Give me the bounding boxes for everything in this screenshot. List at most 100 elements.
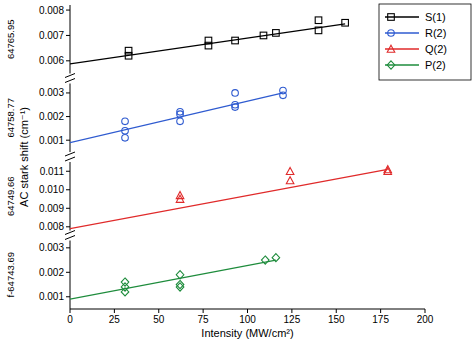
legend-label: R(2)	[425, 27, 446, 39]
x-tick-label: 175	[372, 314, 389, 325]
legend-line	[385, 32, 419, 33]
legend-box	[379, 4, 471, 80]
legend-marker	[388, 14, 395, 21]
data-point	[342, 19, 349, 26]
y-tick-label: 0.010	[39, 184, 64, 195]
y-tick	[66, 10, 70, 11]
data-point	[286, 177, 294, 184]
y-tick	[66, 189, 70, 190]
plot-area	[70, 166, 392, 229]
data-point	[260, 32, 267, 39]
legend-line	[385, 64, 419, 65]
y-tick-label: 0.008	[39, 221, 64, 232]
data-point	[177, 111, 184, 118]
y-tick-label: 0.011	[40, 166, 65, 177]
y-tick-label: 0.003	[39, 87, 64, 98]
legend-marker	[388, 30, 395, 37]
plot-area	[70, 17, 348, 64]
data-point	[205, 42, 212, 49]
y-tick-label: 0.009	[39, 203, 64, 214]
y-tick-label: 0.002	[39, 111, 64, 122]
legend-line	[385, 16, 419, 17]
x-tick	[70, 309, 71, 313]
x-tick	[203, 309, 204, 313]
data-point	[176, 271, 184, 279]
plot-area	[70, 254, 280, 300]
axis-break	[65, 236, 75, 240]
y-tick	[66, 35, 70, 36]
fit-line	[70, 24, 345, 64]
data-point	[121, 288, 129, 296]
axis-break	[65, 74, 75, 78]
x-tick-label: 100	[239, 314, 256, 325]
y-tick-label: 0.008	[39, 5, 64, 16]
data-point	[261, 256, 269, 264]
data-point	[384, 167, 392, 174]
x-tick	[425, 309, 426, 313]
y-tick	[66, 208, 70, 209]
y-tick-label: 0.006	[39, 55, 64, 66]
axis-offset-label: 64758.77	[5, 98, 16, 138]
data-point	[232, 37, 239, 44]
data-point	[122, 127, 129, 134]
x-tick-label: 200	[417, 314, 434, 325]
data-point	[122, 135, 129, 142]
fit-line	[70, 93, 283, 143]
legend-label: Q(2)	[425, 43, 447, 55]
y-tick	[66, 140, 70, 141]
x-tick	[247, 309, 248, 313]
x-tick-label: 50	[153, 314, 165, 325]
axis-offset-label: 64765.95	[5, 19, 16, 59]
x-tick-label: 150	[328, 314, 345, 325]
y-tick	[66, 92, 70, 93]
axis-break	[65, 231, 75, 235]
y-axis	[70, 162, 71, 231]
panel: 0.008 0.009 0.010 0.011 64749.66	[5, 162, 392, 240]
data-point	[176, 283, 184, 291]
data-point	[315, 27, 322, 34]
y-tick-label: 0.001	[39, 291, 64, 302]
panel: 0.001 0.002 0.003 64758.77	[5, 84, 287, 162]
axis-break	[65, 79, 75, 83]
x-tick	[336, 309, 337, 313]
x-tick-label: 125	[284, 314, 301, 325]
x-tick	[380, 309, 381, 313]
y-axis-label: AC stark shift (cm⁻¹)	[18, 107, 30, 207]
legend-marker	[387, 45, 395, 52]
y-axis	[70, 84, 71, 153]
y-tick-label: 0.002	[39, 267, 64, 278]
y-tick-label: 0.001	[39, 135, 64, 146]
axis-offset-label: 64749.66	[5, 176, 16, 216]
legend-marker	[387, 61, 395, 69]
axis-offset-label: f-64743.69	[5, 252, 16, 297]
y-tick-label: 0.007	[39, 30, 64, 41]
data-point	[272, 254, 280, 262]
panel: 0.006 0.007 0.008 64765.95	[5, 5, 349, 83]
panel: 0.0010.0020.0030255075100125150175200f-6…	[5, 241, 434, 326]
y-tick	[66, 171, 70, 172]
legend-label: P(2)	[425, 59, 446, 71]
fit-line	[70, 260, 276, 299]
legend-line	[385, 48, 419, 49]
data-point	[315, 17, 322, 24]
y-tick	[66, 60, 70, 61]
y-tick-label: 0.003	[39, 242, 64, 253]
data-point	[286, 167, 294, 174]
x-tick-label: 0	[67, 314, 73, 325]
x-tick-label: 25	[109, 314, 121, 325]
x-tick	[158, 309, 159, 313]
plot-area	[70, 87, 286, 142]
legend-label: S(1)	[425, 11, 446, 23]
data-point	[122, 118, 129, 125]
data-point	[232, 104, 239, 111]
chart: 0.006 0.007 0.008 64765.95 0.001 0.002 0.003 64…	[0, 0, 475, 341]
data-point	[232, 90, 239, 97]
y-tick	[66, 296, 70, 297]
y-tick	[66, 116, 70, 117]
legend: S(1) R(2) Q(2) P(2)	[379, 4, 471, 80]
x-tick	[291, 309, 292, 313]
data-point	[280, 92, 287, 99]
y-tick	[66, 272, 70, 273]
axis-break	[65, 152, 75, 156]
data-point	[273, 30, 280, 37]
